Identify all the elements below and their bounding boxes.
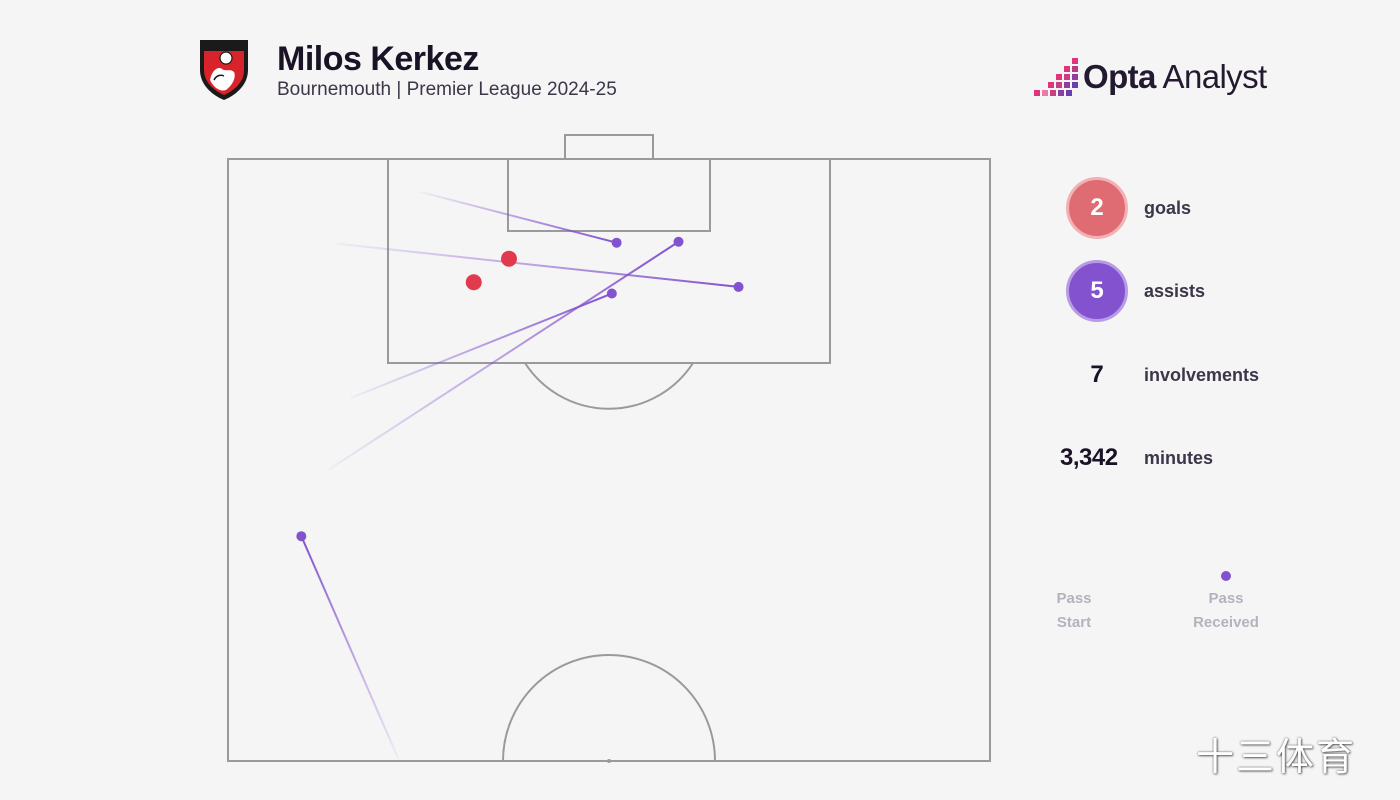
goal-shot-point-2 <box>465 274 482 291</box>
assist-received-point-5 <box>296 531 307 542</box>
goals-label: goals <box>1144 198 1192 218</box>
involvements-label: involvements <box>1144 365 1260 385</box>
opta-logo-icon <box>1034 58 1078 96</box>
player-subtitle: Bournemouth | Premier League 2024-25 <box>277 79 617 100</box>
assist-received-point-3 <box>606 288 617 299</box>
brand-name: Opta Analyst <box>1083 58 1267 95</box>
goals-stat: 2 goals <box>1060 177 1360 241</box>
assist-received-point-1 <box>611 237 622 248</box>
legend-pass-received: Pass Received <box>1193 590 1259 631</box>
six-yard-box <box>507 158 711 232</box>
centre-circle <box>502 654 716 762</box>
centre-spot <box>607 759 611 763</box>
minutes-value: 3,342 <box>1060 444 1118 471</box>
goal-shot-point-1 <box>500 250 517 267</box>
player-name: Milos Kerkez <box>277 40 479 78</box>
minutes-stat: 3,342 minutes <box>1060 427 1360 491</box>
assist-pass-line-1 <box>420 190 617 244</box>
pass-legend-line <box>1072 571 1231 581</box>
assist-pass-line-3 <box>350 292 613 399</box>
involvements-value: 7 <box>1090 361 1104 388</box>
assist-received-point-4 <box>673 236 684 247</box>
assists-stat: 5 assists <box>1060 260 1360 324</box>
watermark-text: 十三体育 <box>1196 737 1357 779</box>
assist-received-point-2 <box>733 281 744 292</box>
assist-pass-line-2 <box>336 242 739 288</box>
assists-badge: 5 <box>1066 260 1128 322</box>
club-crest-icon <box>200 40 248 100</box>
penalty-arc <box>524 362 694 410</box>
goal-frame <box>564 134 654 160</box>
assists-label: assists <box>1144 281 1206 301</box>
goals-badge: 2 <box>1066 177 1128 239</box>
assist-pass-line-4 <box>328 240 680 471</box>
legend-pass-start: Pass Start <box>1056 590 1092 631</box>
penalty-area <box>387 158 831 364</box>
involvements-stat: 7 involvements <box>1060 344 1360 408</box>
minutes-label: minutes <box>1144 448 1214 468</box>
assist-pass-line-5 <box>300 535 400 760</box>
pitch-chart <box>227 134 991 763</box>
